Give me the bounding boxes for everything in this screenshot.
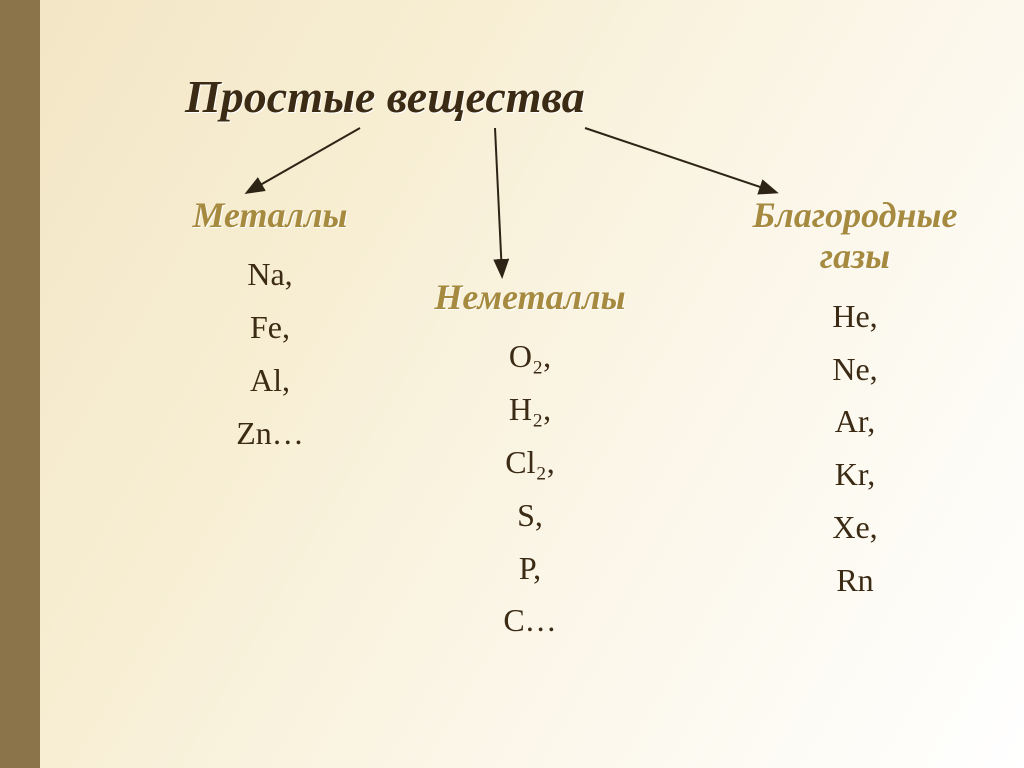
- list-item: Al,: [160, 354, 380, 407]
- list-item: Ar,: [700, 395, 1010, 448]
- heading-line: Благородные: [753, 195, 958, 235]
- items-metals: Na, Fe, Al, Zn…: [160, 248, 380, 459]
- list-item: Xe,: [700, 501, 1010, 554]
- list-item: Kr,: [700, 448, 1010, 501]
- list-item: Fe,: [160, 301, 380, 354]
- list-item: Rn: [700, 554, 1010, 607]
- list-item: H₂,: [400, 383, 660, 436]
- arrow: [248, 128, 360, 192]
- column-noble-gases: Благородные газы He, Ne, Ar, Kr, Xe, Rn: [700, 195, 1010, 607]
- list-item: Na,: [160, 248, 380, 301]
- slide: Простые вещества Металлы Na, Fe, Al, Zn……: [0, 0, 1024, 768]
- list-item: Cl₂,: [400, 436, 660, 489]
- items-nonmetals: O₂, H₂, Cl₂, S, P, C…: [400, 330, 660, 647]
- items-noble-gases: He, Ne, Ar, Kr, Xe, Rn: [700, 290, 1010, 607]
- list-item: P,: [400, 542, 660, 595]
- slide-title: Простые вещества: [185, 70, 585, 123]
- heading-line: газы: [820, 236, 890, 276]
- list-item: C…: [400, 594, 660, 647]
- heading-nonmetals: Неметаллы: [400, 277, 660, 318]
- list-item: O₂,: [400, 330, 660, 383]
- list-item: He,: [700, 290, 1010, 343]
- list-item: Zn…: [160, 407, 380, 460]
- arrow: [495, 128, 502, 275]
- column-nonmetals: Неметаллы O₂, H₂, Cl₂, S, P, C…: [400, 277, 660, 647]
- list-item: Ne,: [700, 343, 1010, 396]
- heading-noble-gases: Благородные газы: [700, 195, 1010, 278]
- column-metals: Металлы Na, Fe, Al, Zn…: [160, 195, 380, 460]
- list-item: S,: [400, 489, 660, 542]
- heading-metals: Металлы: [160, 195, 380, 236]
- arrow: [585, 128, 775, 192]
